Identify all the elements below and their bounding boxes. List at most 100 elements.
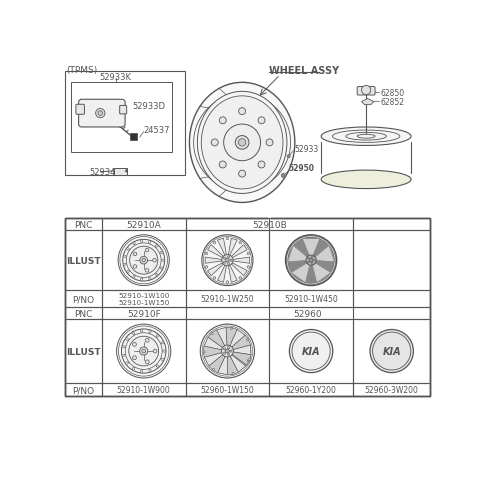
- Polygon shape: [207, 245, 223, 258]
- Circle shape: [239, 242, 241, 244]
- Polygon shape: [204, 346, 222, 357]
- Polygon shape: [302, 239, 320, 256]
- Ellipse shape: [127, 271, 129, 273]
- Text: KIA: KIA: [302, 346, 321, 356]
- Ellipse shape: [149, 241, 151, 244]
- Ellipse shape: [132, 332, 134, 335]
- Ellipse shape: [126, 362, 129, 365]
- Ellipse shape: [160, 252, 163, 254]
- Bar: [65, 219, 431, 397]
- Circle shape: [200, 325, 254, 378]
- Text: 52910-1W900: 52910-1W900: [117, 385, 170, 394]
- Text: ILLUST: ILLUST: [66, 256, 101, 265]
- Ellipse shape: [149, 330, 151, 333]
- Text: 62850: 62850: [380, 89, 404, 98]
- Circle shape: [133, 253, 137, 256]
- Circle shape: [213, 242, 216, 244]
- Text: WHEEL ASSY: WHEEL ASSY: [269, 66, 339, 76]
- Text: PNC: PNC: [74, 220, 93, 229]
- Circle shape: [222, 255, 233, 266]
- Circle shape: [211, 333, 213, 335]
- Ellipse shape: [122, 354, 125, 357]
- Circle shape: [132, 356, 136, 360]
- Polygon shape: [228, 357, 238, 375]
- Ellipse shape: [126, 338, 129, 341]
- Circle shape: [205, 266, 208, 269]
- Ellipse shape: [190, 83, 295, 203]
- Circle shape: [96, 109, 105, 119]
- Ellipse shape: [201, 97, 283, 189]
- Circle shape: [247, 253, 250, 255]
- Text: 52960-1Y200: 52960-1Y200: [286, 385, 336, 394]
- Circle shape: [266, 140, 273, 146]
- Circle shape: [288, 238, 334, 284]
- Ellipse shape: [127, 248, 129, 250]
- Ellipse shape: [149, 278, 151, 281]
- Ellipse shape: [123, 264, 126, 265]
- Text: 52934: 52934: [89, 168, 116, 177]
- Ellipse shape: [160, 267, 163, 269]
- FancyBboxPatch shape: [79, 100, 125, 128]
- Polygon shape: [232, 352, 251, 366]
- Ellipse shape: [123, 256, 126, 258]
- Circle shape: [287, 155, 290, 159]
- Circle shape: [121, 329, 166, 373]
- Circle shape: [203, 351, 205, 353]
- Text: 52933: 52933: [295, 145, 319, 154]
- Polygon shape: [361, 99, 374, 105]
- Circle shape: [224, 125, 261, 162]
- Text: (TPMS): (TPMS): [66, 66, 97, 75]
- Circle shape: [125, 170, 128, 173]
- Circle shape: [306, 256, 316, 266]
- FancyBboxPatch shape: [357, 87, 375, 96]
- Circle shape: [307, 258, 310, 260]
- Circle shape: [258, 118, 265, 124]
- Circle shape: [230, 327, 232, 329]
- Circle shape: [132, 343, 136, 346]
- Circle shape: [140, 347, 148, 355]
- Polygon shape: [232, 352, 251, 365]
- Circle shape: [118, 235, 169, 286]
- Circle shape: [221, 346, 233, 357]
- Circle shape: [145, 249, 149, 252]
- Circle shape: [140, 257, 147, 264]
- Polygon shape: [314, 257, 334, 277]
- Circle shape: [211, 140, 218, 146]
- Text: 52910A: 52910A: [126, 220, 161, 229]
- Ellipse shape: [321, 128, 411, 146]
- Circle shape: [133, 265, 137, 269]
- Polygon shape: [217, 239, 227, 256]
- Circle shape: [226, 281, 228, 284]
- Polygon shape: [232, 335, 251, 350]
- Circle shape: [247, 266, 250, 269]
- Circle shape: [239, 108, 246, 115]
- Circle shape: [213, 277, 216, 280]
- Polygon shape: [228, 239, 237, 256]
- Circle shape: [289, 330, 333, 373]
- Circle shape: [230, 260, 232, 262]
- Ellipse shape: [141, 370, 143, 373]
- Circle shape: [145, 360, 149, 364]
- Ellipse shape: [163, 350, 166, 352]
- Ellipse shape: [141, 278, 143, 282]
- FancyBboxPatch shape: [76, 105, 84, 115]
- Text: 52910-1W450: 52910-1W450: [284, 295, 338, 304]
- Text: 52933K: 52933K: [100, 73, 132, 81]
- Polygon shape: [217, 265, 227, 283]
- Circle shape: [370, 330, 413, 373]
- Circle shape: [258, 162, 265, 168]
- Ellipse shape: [161, 342, 164, 344]
- Ellipse shape: [141, 240, 143, 243]
- Circle shape: [361, 86, 371, 96]
- Text: 52910F: 52910F: [127, 309, 161, 318]
- Ellipse shape: [161, 359, 164, 361]
- Polygon shape: [205, 258, 222, 264]
- Polygon shape: [218, 357, 228, 375]
- Bar: [130, 134, 137, 141]
- Circle shape: [224, 348, 226, 350]
- Text: 62852: 62852: [380, 98, 404, 107]
- Text: 24537: 24537: [144, 125, 170, 135]
- Text: 52910-1W100
52910-1W150: 52910-1W100 52910-1W150: [118, 293, 169, 305]
- Polygon shape: [291, 263, 310, 284]
- Text: PNC: PNC: [74, 309, 93, 318]
